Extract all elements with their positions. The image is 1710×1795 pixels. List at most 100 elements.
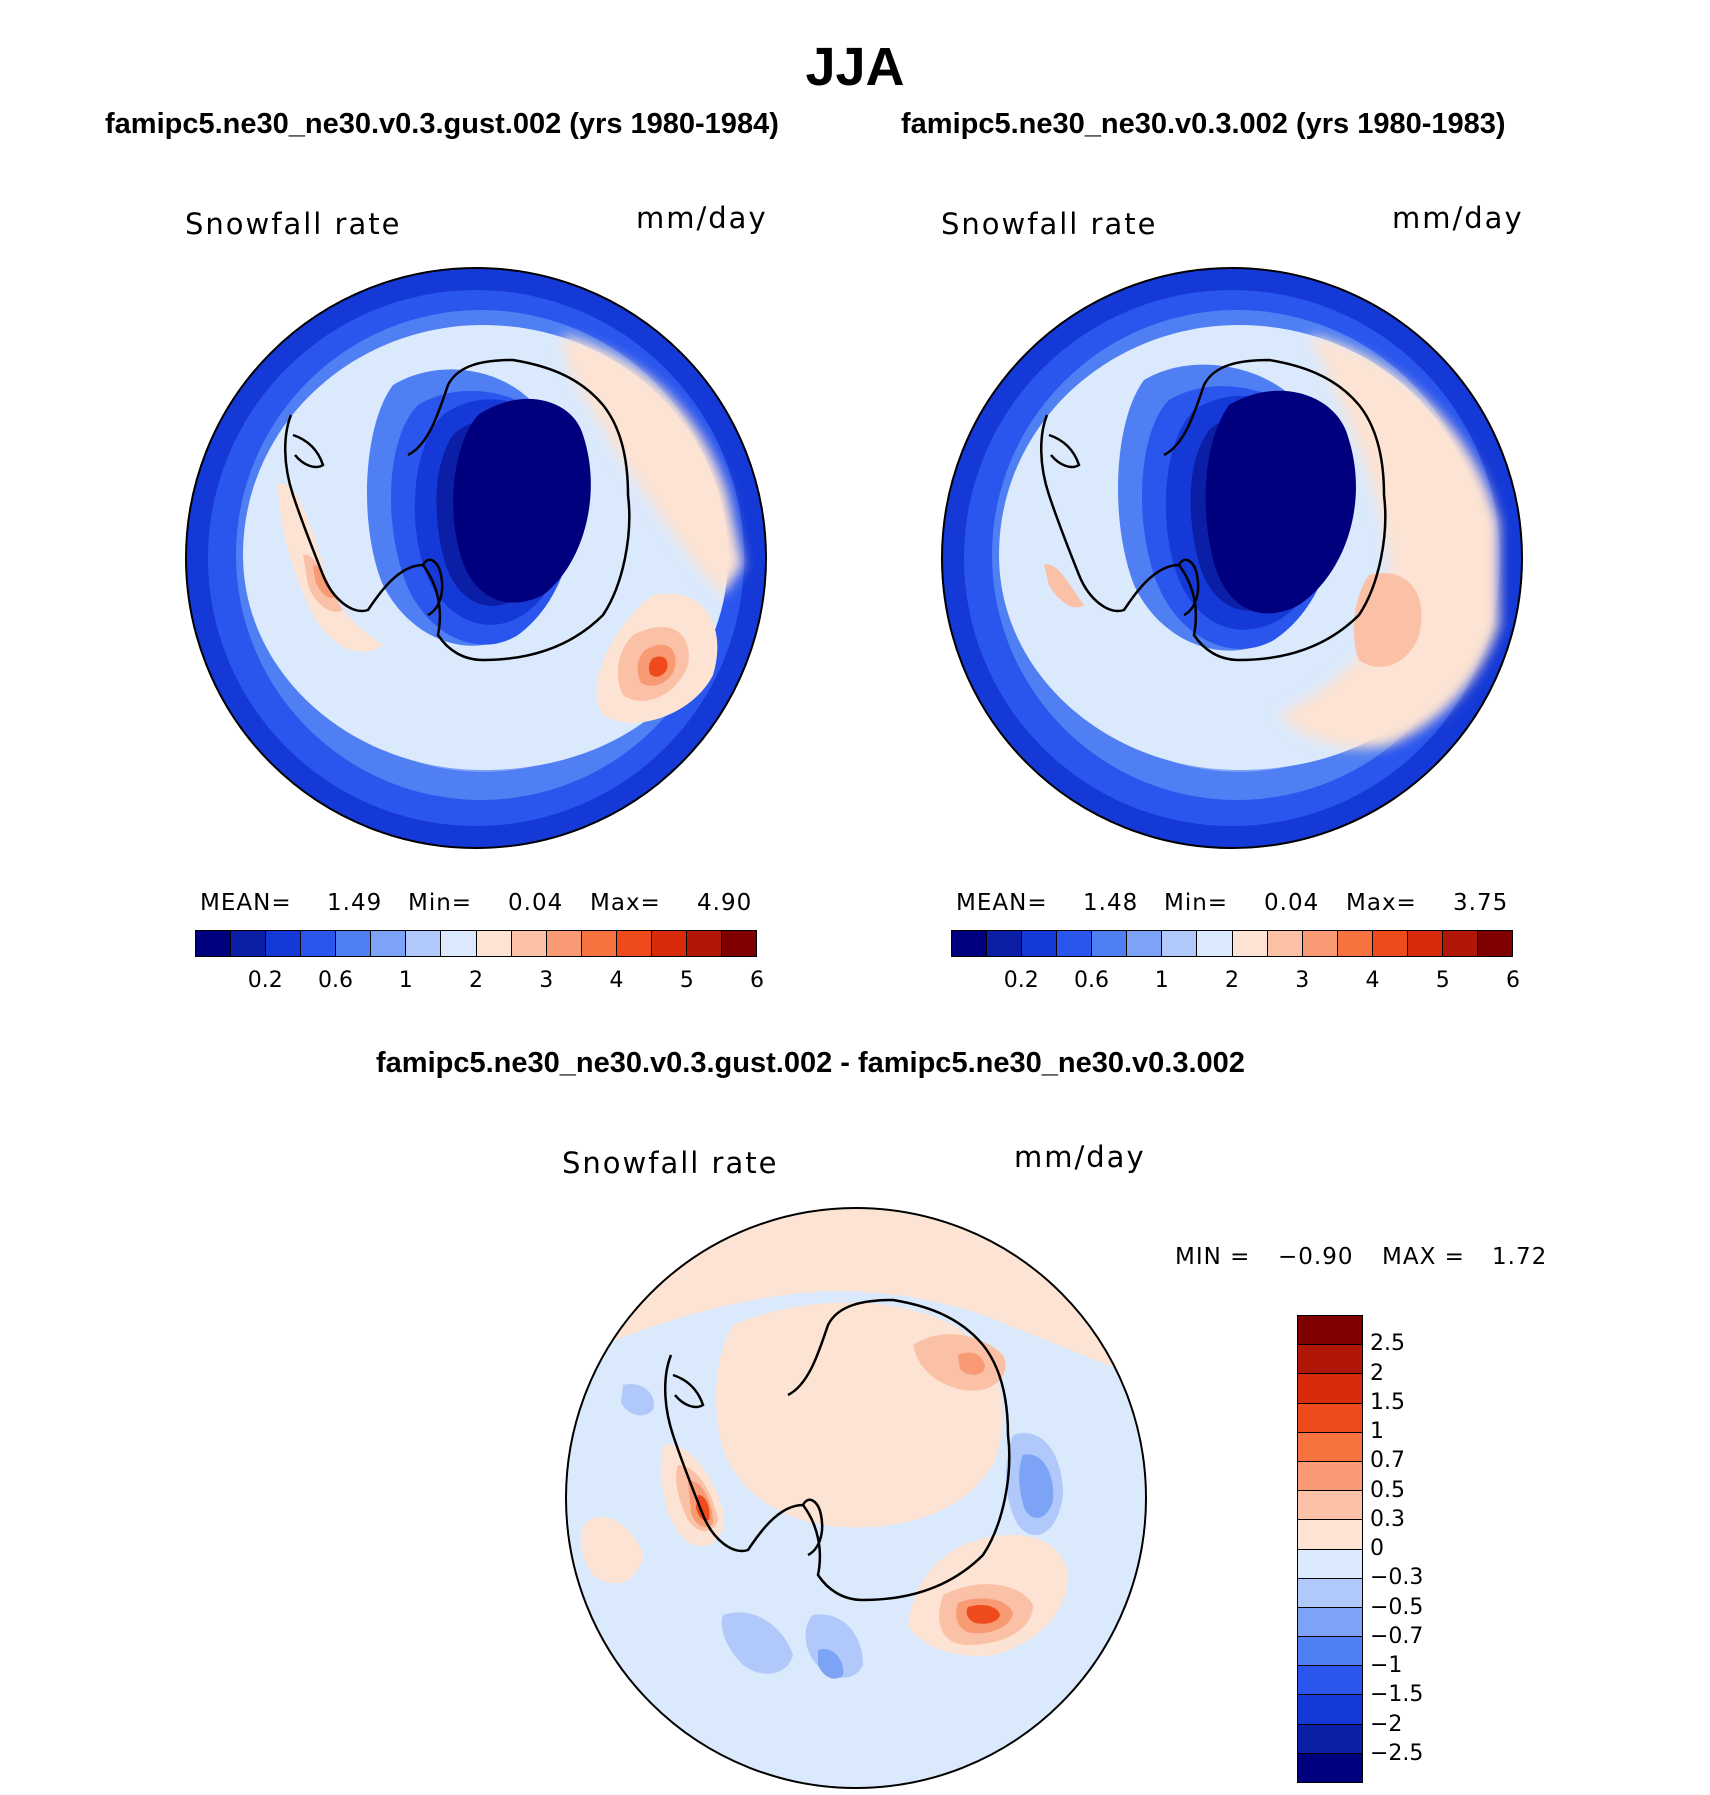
panel-a-map bbox=[185, 267, 767, 849]
colorbar-tick-label: 1 bbox=[1154, 968, 1169, 993]
colorbar-swatch bbox=[1337, 931, 1373, 956]
panel-a-variable-label: Snowfall rate bbox=[185, 207, 402, 241]
panel-b-variable-label: Snowfall rate bbox=[941, 207, 1158, 241]
colorbar-swatch bbox=[1197, 931, 1233, 956]
colorbar-swatch bbox=[1127, 931, 1163, 956]
diff-colorbar bbox=[1297, 1315, 1363, 1783]
panel-a-min-label: Min= bbox=[408, 890, 473, 916]
panel-a-boundary bbox=[185, 267, 767, 849]
colorbar-tick-label: 3 bbox=[1295, 968, 1310, 993]
panel-b-contours bbox=[942, 268, 1522, 848]
panel-b-colorbar bbox=[951, 930, 1513, 957]
colorbar-tick-label: −2 bbox=[1370, 1711, 1403, 1737]
panel-b-mean-label: MEAN= bbox=[956, 890, 1048, 916]
panel-b-boundary bbox=[941, 267, 1523, 849]
panel-a-mean-label: MEAN= bbox=[200, 890, 292, 916]
colorbar-tick-label: −0.7 bbox=[1370, 1623, 1424, 1649]
colorbar-swatch bbox=[1298, 1403, 1362, 1433]
colorbar-swatch bbox=[1442, 931, 1478, 956]
colorbar-tick-label: 3 bbox=[539, 968, 554, 993]
colorbar-swatch bbox=[581, 931, 617, 956]
diff-colorbar-ticks: 2.5 2 1.5 1 0.7 0.5 0.3 0 −0.3 −0.5 −0.7 −1 −1.5 −2 −2… bbox=[1370, 1315, 1490, 1783]
colorbar-swatch bbox=[1267, 931, 1303, 956]
colorbar-swatch bbox=[616, 931, 652, 956]
colorbar-swatch bbox=[1298, 1637, 1362, 1667]
diff-boundary bbox=[565, 1207, 1147, 1789]
colorbar-tick-label: 0.5 bbox=[1370, 1477, 1405, 1503]
colorbar-swatch bbox=[1092, 931, 1128, 956]
panel-b-max-label: Max= bbox=[1346, 890, 1417, 916]
colorbar-swatch bbox=[231, 931, 267, 956]
panel-b-max-value: 3.75 bbox=[1453, 890, 1509, 916]
colorbar-swatch bbox=[1298, 1374, 1362, 1404]
colorbar-tick-label: 0.2 bbox=[1003, 968, 1039, 993]
panel-a-contours bbox=[186, 268, 766, 848]
diff-variable-label: Snowfall rate bbox=[562, 1146, 779, 1180]
panel-a-case-title: famipc5.ne30_ne30.v0.3.gust.002 (yrs 198… bbox=[105, 108, 779, 140]
colorbar-swatch bbox=[1057, 931, 1093, 956]
diff-max-label: MAX = bbox=[1382, 1244, 1465, 1270]
colorbar-tick-label: −1 bbox=[1370, 1653, 1403, 1678]
diff-contours bbox=[566, 1208, 1146, 1788]
colorbar-tick-label: 5 bbox=[679, 968, 694, 993]
colorbar-swatch bbox=[1477, 931, 1512, 956]
colorbar-swatch bbox=[1298, 1578, 1362, 1608]
colorbar-tick-label: 0.3 bbox=[1370, 1506, 1405, 1532]
colorbar-swatch bbox=[1022, 931, 1058, 956]
colorbar-tick-label: 6 bbox=[750, 968, 764, 993]
colorbar-swatch bbox=[1298, 1666, 1362, 1696]
colorbar-tick-label: 1 bbox=[398, 968, 413, 993]
colorbar-tick-label: −2.5 bbox=[1370, 1740, 1424, 1766]
colorbar-swatch bbox=[1298, 1607, 1362, 1638]
diff-min-label: MIN = bbox=[1175, 1244, 1251, 1270]
diff-coastline bbox=[664, 1298, 1011, 1602]
colorbar-swatch bbox=[371, 931, 407, 956]
colorbar-tick-label: −0.5 bbox=[1370, 1594, 1424, 1620]
panel-b-map bbox=[941, 267, 1523, 849]
colorbar-tick-label: 0.6 bbox=[318, 968, 353, 993]
colorbar-tick-label: −1.5 bbox=[1370, 1682, 1424, 1708]
colorbar-swatch bbox=[1298, 1491, 1362, 1521]
panel-b-case-title: famipc5.ne30_ne30.v0.3.002 (yrs 1980-198… bbox=[901, 108, 1506, 140]
colorbar-swatch bbox=[1298, 1520, 1362, 1550]
diff-case-title: famipc5.ne30_ne30.v0.3.gust.002 - famipc… bbox=[376, 1047, 1245, 1079]
panel-a-max-value: 4.90 bbox=[697, 890, 753, 916]
colorbar-tick-label: 4 bbox=[609, 968, 624, 993]
colorbar-swatch bbox=[546, 931, 582, 956]
panel-a-colorbar-ticks: 0.2 0.6 1 2 3 4 5 6 bbox=[195, 968, 764, 998]
colorbar-swatch bbox=[686, 931, 722, 956]
colorbar-tick-label: 0.2 bbox=[247, 968, 283, 993]
colorbar-swatch bbox=[651, 931, 687, 956]
colorbar-swatch bbox=[406, 931, 442, 956]
colorbar-swatch bbox=[1298, 1695, 1362, 1725]
colorbar-swatch bbox=[1302, 931, 1338, 956]
season-title: JJA bbox=[805, 37, 905, 97]
colorbar-tick-label: 1 bbox=[1370, 1419, 1384, 1444]
panel-b-coastline bbox=[1040, 358, 1387, 662]
panel-a-max-label: Max= bbox=[590, 890, 661, 916]
diff-min-value: −0.90 bbox=[1278, 1244, 1354, 1270]
panel-b-min-value: 0.04 bbox=[1264, 890, 1320, 916]
colorbar-swatch bbox=[266, 931, 302, 956]
panel-a-units-label: mm/day bbox=[636, 201, 768, 235]
colorbar-tick-label: 2 bbox=[1370, 1360, 1384, 1386]
colorbar-tick-label: 2.5 bbox=[1370, 1331, 1405, 1357]
colorbar-swatch bbox=[1298, 1753, 1362, 1782]
colorbar-tick-label: 0 bbox=[1370, 1536, 1384, 1561]
panel-b-colorbar-ticks: 0.2 0.6 1 2 3 4 5 6 bbox=[951, 968, 1520, 998]
colorbar-swatch bbox=[1298, 1316, 1362, 1346]
colorbar-swatch bbox=[1407, 931, 1443, 956]
panel-a-mean-value: 1.49 bbox=[327, 890, 383, 916]
colorbar-swatch bbox=[476, 931, 512, 956]
colorbar-swatch bbox=[336, 931, 372, 956]
colorbar-swatch bbox=[196, 931, 232, 956]
panel-a-colorbar bbox=[195, 930, 757, 957]
panel-b-mean-value: 1.48 bbox=[1083, 890, 1139, 916]
colorbar-swatch bbox=[441, 931, 477, 956]
colorbar-tick-label: 0.7 bbox=[1370, 1448, 1405, 1474]
colorbar-swatch bbox=[1162, 931, 1198, 956]
colorbar-swatch bbox=[301, 931, 337, 956]
panel-b-min-label: Min= bbox=[1164, 890, 1229, 916]
panel-a-min-value: 0.04 bbox=[508, 890, 564, 916]
colorbar-swatch bbox=[1298, 1345, 1362, 1375]
